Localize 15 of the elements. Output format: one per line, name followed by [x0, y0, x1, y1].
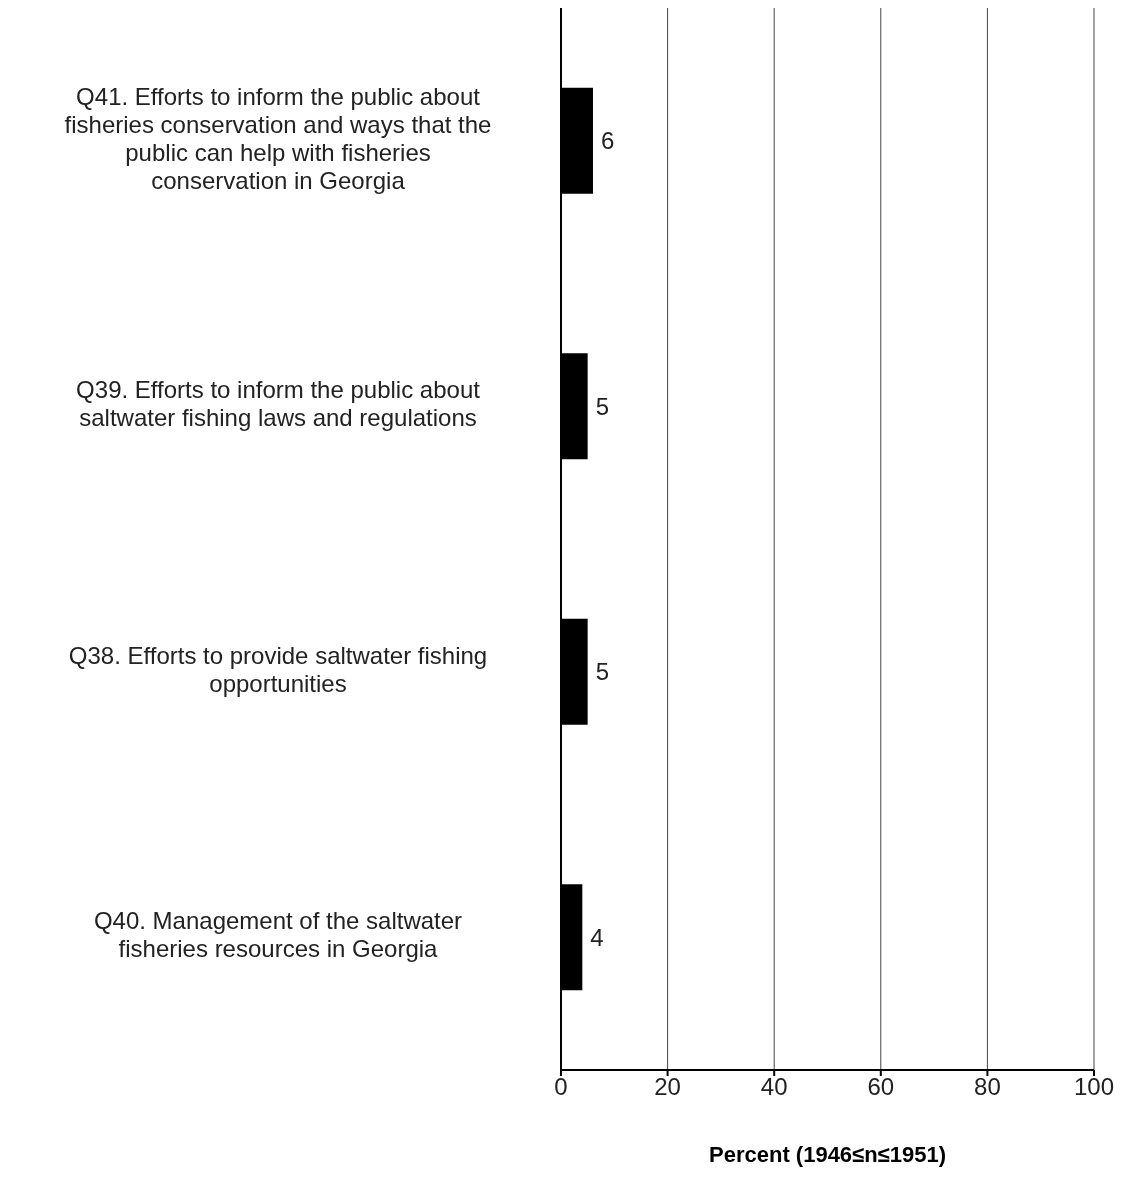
x-tick-label: 60 — [867, 1073, 895, 1101]
data-label: 6 — [600, 127, 615, 155]
x-tick-label: 0 — [554, 1073, 568, 1101]
y-tick-label: Q41. Efforts to inform the public about fisheries conservation and ways that the public can help with fisheries conservation in Georgia — [64, 83, 492, 195]
data-label: 4 — [590, 923, 604, 951]
x-tick-label: 20 — [654, 1073, 681, 1101]
y-tick-label: Q40. Management of the saltwater fisheries resources in Georgia — [93, 907, 463, 963]
y-tick-label: Q39. Efforts to inform the public about saltwater fishing laws and regulations — [76, 376, 481, 432]
data-label: 5 — [595, 392, 610, 420]
x-tick-label: 80 — [974, 1073, 1001, 1101]
x-tick-label: 40 — [760, 1073, 788, 1101]
y-tick-label: Q38. Efforts to provide saltwater fishing opportunities — [68, 642, 488, 698]
x-tick-label: 100 — [1073, 1073, 1115, 1101]
data-label: 5 — [595, 658, 610, 686]
x-axis-title: Percent (1946≤n≤1951) — [709, 1142, 946, 1167]
